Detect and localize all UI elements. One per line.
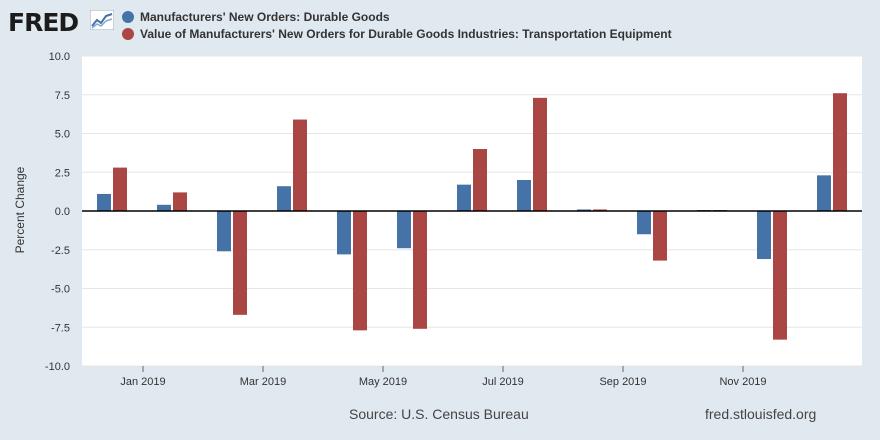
bar-transportation [113, 167, 127, 211]
bar-transportation [353, 211, 367, 331]
bar-durable-goods [757, 211, 771, 260]
y-tick-label: 0.0 [55, 206, 70, 218]
legend-item-durable-goods[interactable]: Manufacturers' New Orders: Durable Goods [122, 8, 672, 25]
x-tick-label: Jul 2019 [482, 376, 524, 388]
y-tick-label: -2.5 [51, 245, 70, 257]
bar-durable-goods [277, 186, 291, 211]
legend-label-durable-goods: Manufacturers' New Orders: Durable Goods [140, 9, 390, 24]
legend-marker-red [122, 27, 134, 40]
fred-logo[interactable]: FRED [8, 8, 79, 37]
x-tick-label: Nov 2019 [719, 376, 766, 388]
y-tick-label: 10.0 [49, 51, 70, 63]
bar-durable-goods [397, 211, 411, 249]
legend-marker-blue [122, 10, 134, 23]
y-tick-label: -7.5 [51, 322, 70, 334]
bar-durable-goods [157, 204, 171, 211]
bar-durable-goods [97, 193, 111, 211]
bar-durable-goods [337, 211, 351, 255]
y-tick-label: -10.0 [45, 361, 70, 373]
bar-durable-goods [217, 211, 231, 252]
bar-transportation [173, 192, 187, 211]
bar-transportation [233, 211, 247, 315]
site-link[interactable]: fred.stlouisfed.org [705, 406, 817, 422]
x-tick-label: Jan 2019 [120, 376, 165, 388]
y-tick-label: -5.0 [51, 284, 70, 296]
bar-transportation [473, 149, 487, 211]
bar-transportation [773, 211, 787, 340]
y-tick-label: 7.5 [55, 90, 70, 102]
x-tick-label: May 2019 [359, 376, 407, 388]
bar-transportation [413, 211, 427, 329]
bar-transportation [833, 93, 847, 211]
x-tick-label: Mar 2019 [240, 376, 286, 388]
bar-durable-goods [577, 209, 591, 211]
bar-durable-goods [517, 180, 531, 211]
bar-durable-goods [817, 175, 831, 211]
bar-durable-goods [457, 184, 471, 211]
legend-item-transportation[interactable]: Value of Manufacturers' New Orders for D… [122, 25, 672, 42]
legend-label-transportation: Value of Manufacturers' New Orders for D… [140, 26, 672, 41]
legend: Manufacturers' New Orders: Durable Goods… [122, 8, 672, 42]
source-note: Source: U.S. Census Bureau [349, 406, 529, 422]
bar-transportation [593, 209, 607, 211]
y-tick-label: 5.0 [55, 129, 70, 141]
y-tick-label: 2.5 [55, 167, 70, 179]
bar-durable-goods [637, 211, 651, 235]
bar-transportation [533, 97, 547, 211]
x-tick-label: Sep 2019 [599, 376, 646, 388]
logo-graph-icon [90, 10, 114, 30]
bar-transportation [293, 119, 307, 211]
bar-transportation [653, 211, 667, 261]
